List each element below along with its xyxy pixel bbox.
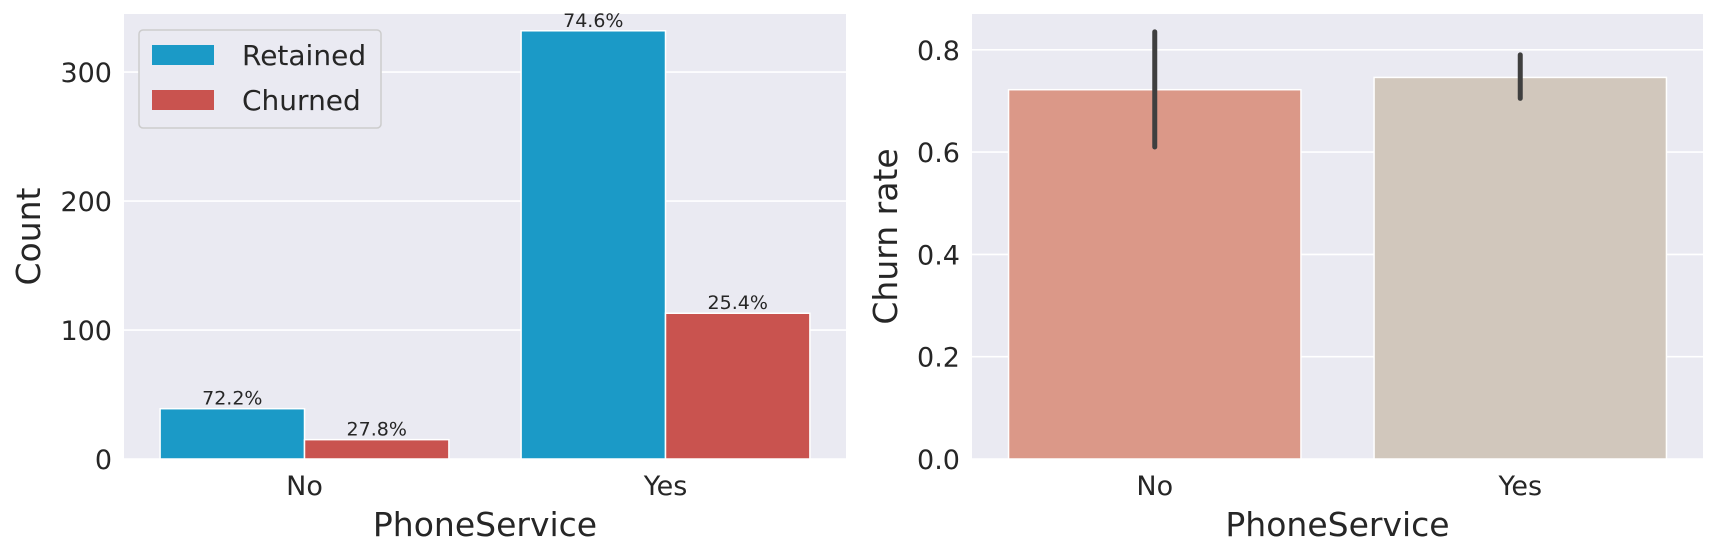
y-tick-label: 200 xyxy=(60,187,112,218)
bar-churned-no xyxy=(303,438,450,460)
y-tick-label: 0.6 xyxy=(917,138,960,169)
count-bar-chart: 72.2% 27.8% 74.6% 25.4% 0 100 200 300 No Yes Ph… xyxy=(9,10,846,544)
x-tick-label: Yes xyxy=(643,471,688,502)
legend-swatch-retained xyxy=(152,45,214,65)
y-axis-label: Count xyxy=(9,187,48,285)
y-tick-label: 0.8 xyxy=(917,36,960,67)
legend-swatch-churned xyxy=(152,90,214,110)
bar-retained-yes xyxy=(520,30,667,460)
bar-churned-yes xyxy=(664,312,811,460)
bar-retained-no xyxy=(159,407,306,460)
y-tick-labels: 0.0 0.2 0.4 0.6 0.8 xyxy=(917,36,960,476)
x-axis-label: PhoneService xyxy=(1225,505,1449,544)
y-tick-label: 300 xyxy=(60,58,112,89)
bar-churn-rate-no xyxy=(1007,88,1302,460)
x-tick-labels: No Yes xyxy=(286,471,687,502)
churn-rate-bar-chart: 0.0 0.2 0.4 0.6 0.8 No Yes PhoneService Churn… xyxy=(866,14,1703,544)
x-tick-label: Yes xyxy=(1497,471,1542,502)
bars xyxy=(1007,76,1668,460)
bar-churn-rate-yes xyxy=(1373,76,1668,460)
y-tick-labels: 0 100 200 300 xyxy=(60,58,112,476)
x-tick-labels: No Yes xyxy=(1136,471,1542,502)
y-tick-label: 100 xyxy=(60,316,112,347)
legend-label-retained: Retained xyxy=(242,39,366,72)
y-tick-label: 0 xyxy=(95,445,112,476)
x-tick-label: No xyxy=(286,471,323,502)
y-tick-label: 0.4 xyxy=(917,240,960,271)
bar-percent-label: 74.6% xyxy=(563,10,623,32)
x-axis-label: PhoneService xyxy=(373,505,597,544)
y-tick-label: 0.2 xyxy=(917,343,960,374)
error-bars xyxy=(1152,29,1523,150)
bar-percent-label: 72.2% xyxy=(202,388,262,410)
bar-labels: 72.2% 27.8% 74.6% 25.4% xyxy=(202,10,768,441)
y-tick-label: 0.0 xyxy=(917,445,960,476)
bars xyxy=(159,30,811,460)
x-tick-label: No xyxy=(1136,471,1173,502)
bar-percent-label: 27.8% xyxy=(347,419,407,441)
legend-label-churned: Churned xyxy=(242,84,361,117)
bar-percent-label: 25.4% xyxy=(708,292,768,314)
y-axis-label: Churn rate xyxy=(866,148,905,324)
legend: Retained Churned xyxy=(138,29,382,129)
